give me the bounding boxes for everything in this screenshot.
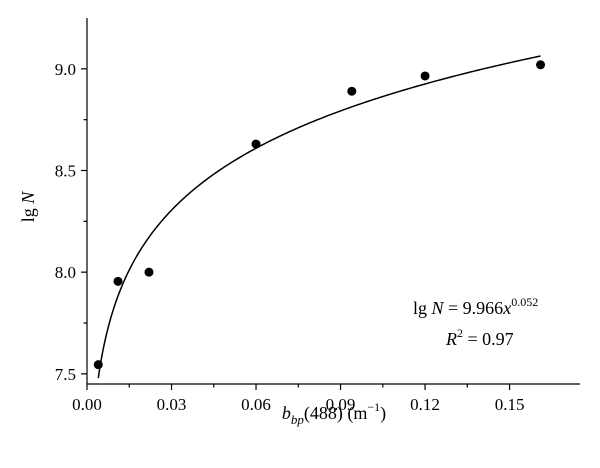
x-axis-title-sub: bp bbox=[291, 412, 305, 427]
x-tick-label: 0.03 bbox=[157, 395, 187, 414]
y-axis-title-main: lg bbox=[18, 208, 38, 222]
r-squared-value: = 0.97 bbox=[463, 329, 514, 349]
x-tick-label: 0.12 bbox=[410, 395, 440, 414]
x-ticks: 0.00 0.03 0.06 0.09 0.12 0.15 bbox=[72, 384, 524, 414]
data-points bbox=[93, 60, 546, 370]
data-point bbox=[144, 267, 154, 277]
data-point bbox=[347, 86, 357, 96]
fit-equation-exponent: 0.052 bbox=[511, 295, 538, 309]
y-tick-label: 9.0 bbox=[55, 60, 76, 79]
x-tick-label: 0.09 bbox=[326, 395, 356, 414]
y-axis-title: lg N bbox=[18, 191, 38, 223]
data-point bbox=[93, 360, 103, 370]
fit-equation-rhs: = 9.966 bbox=[444, 298, 504, 318]
y-tick-label: 7.5 bbox=[55, 365, 76, 384]
y-tick-label: 8.5 bbox=[55, 162, 76, 181]
x-axis-title: bbp(488) (m−1) bbox=[282, 400, 386, 427]
x-tick-label: 0.00 bbox=[72, 395, 102, 414]
data-point bbox=[251, 139, 261, 149]
x-tick-label: 0.06 bbox=[241, 395, 271, 414]
plot-area: 0.00 0.03 0.06 0.09 0.12 0.15 7.5 8.0 8.5 9.0 bbox=[55, 18, 580, 414]
data-point bbox=[536, 60, 546, 70]
x-axis-title-close: ) bbox=[380, 403, 386, 424]
x-tick-label: 0.15 bbox=[495, 395, 525, 414]
y-ticks: 7.5 8.0 8.5 9.0 bbox=[55, 60, 87, 384]
y-axis-title-var: N bbox=[18, 191, 38, 205]
r-squared: R2 = 0.97 bbox=[445, 326, 514, 349]
data-point bbox=[420, 71, 430, 81]
x-axis-title-rest: (488) (m bbox=[304, 403, 367, 424]
x-axis-title-sup: −1 bbox=[367, 400, 380, 414]
data-point bbox=[113, 276, 123, 286]
fit-equation-rhs-var: x bbox=[502, 298, 511, 318]
r-squared-sup: 2 bbox=[457, 326, 463, 340]
y-tick-label: 8.0 bbox=[55, 263, 76, 282]
fit-equation-lhs-var: N bbox=[431, 298, 445, 318]
fit-equation-lhs: lg bbox=[413, 298, 427, 318]
r-squared-var: R bbox=[445, 329, 457, 349]
x-axis-title-var: b bbox=[282, 403, 291, 423]
fit-curve bbox=[97, 55, 541, 379]
fit-equation: lg N = 9.966x0.052 bbox=[413, 295, 538, 318]
